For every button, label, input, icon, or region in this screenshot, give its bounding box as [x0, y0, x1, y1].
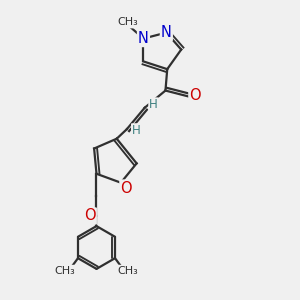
Text: H: H	[132, 124, 141, 137]
Text: O: O	[84, 208, 96, 224]
Text: H: H	[149, 98, 158, 111]
Text: N: N	[138, 31, 149, 46]
Text: N: N	[161, 25, 172, 40]
Text: O: O	[189, 88, 201, 104]
Text: CH₃: CH₃	[55, 266, 75, 276]
Text: CH₃: CH₃	[117, 17, 138, 28]
Text: O: O	[120, 181, 132, 196]
Text: CH₃: CH₃	[118, 266, 139, 276]
